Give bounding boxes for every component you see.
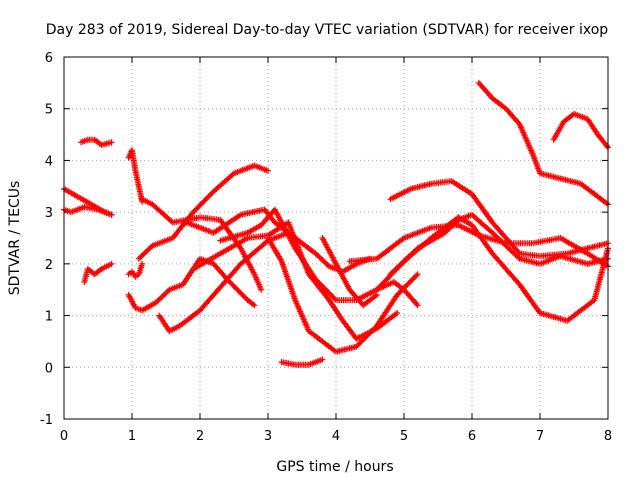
- series-s22: [550, 110, 611, 151]
- x-tick-label: 4: [332, 429, 340, 444]
- x-tick-label: 1: [128, 429, 136, 444]
- series-s4: [81, 260, 115, 285]
- x-axis-label: GPS time / hours: [276, 459, 393, 475]
- series-s20: [387, 178, 611, 260]
- y-tick-label: -1: [40, 413, 53, 428]
- x-tick-label: 3: [264, 429, 272, 444]
- plot-frame: [63, 56, 609, 420]
- x-tick-label: 2: [196, 429, 204, 444]
- y-tick-label: 6: [45, 51, 53, 66]
- series-markers: [125, 260, 146, 280]
- series-s5: [125, 147, 146, 205]
- x-tick-label: 5: [400, 429, 408, 444]
- series-s2: [61, 204, 115, 218]
- x-tick-label: 7: [536, 429, 544, 444]
- grid-lines: [64, 57, 608, 419]
- series-s6: [125, 260, 146, 280]
- series-markers: [387, 211, 611, 278]
- series-markers: [319, 235, 380, 309]
- y-tick-label: 1: [45, 310, 53, 325]
- series-s13: [217, 206, 421, 309]
- series-s17: [346, 222, 611, 270]
- series-markers: [125, 147, 146, 205]
- series-s9: [125, 255, 258, 314]
- series-markers: [278, 356, 326, 368]
- chart-title: Day 283 of 2019, Sidereal Day-to-day VTE…: [46, 22, 609, 38]
- series-s16: [319, 235, 380, 309]
- series-markers: [125, 255, 258, 314]
- series-markers: [475, 79, 611, 208]
- y-axis-label: SDTVAR / TECUs: [7, 181, 23, 296]
- x-tick-label: 6: [468, 429, 476, 444]
- series-markers: [550, 110, 611, 151]
- series-markers: [346, 222, 611, 270]
- series-markers: [135, 162, 271, 262]
- x-tick-label: 0: [60, 429, 68, 444]
- series-s14: [265, 235, 421, 355]
- series-s21: [475, 79, 611, 208]
- series-s3: [78, 136, 115, 148]
- y-tick-label: 3: [45, 206, 53, 221]
- series-markers: [217, 206, 421, 309]
- series-markers: [265, 235, 421, 355]
- series-markers: [78, 136, 115, 148]
- y-tick-label: 2: [45, 258, 53, 273]
- series-markers: [81, 260, 115, 285]
- y-tick-label: 5: [45, 103, 53, 118]
- axis-ticks: 0 1 2 3 4 5 6 7 8 -1 0 1 2 3 4 5 6: [40, 51, 612, 444]
- series-markers: [61, 204, 115, 218]
- series-s19: [387, 211, 611, 278]
- series-s8: [135, 162, 271, 262]
- series-markers: [387, 178, 611, 260]
- data-series: [61, 79, 611, 368]
- x-tick-label: 8: [604, 429, 612, 444]
- series-s15: [278, 356, 326, 368]
- y-tick-label: 4: [45, 154, 53, 169]
- y-tick-label: 0: [45, 361, 53, 376]
